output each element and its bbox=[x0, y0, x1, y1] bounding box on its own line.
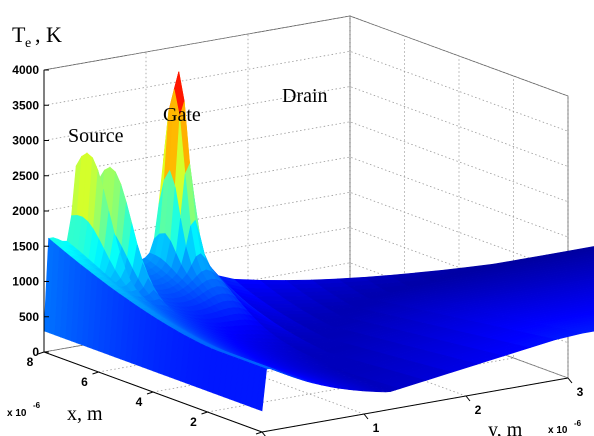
z-axis-label-sub: e bbox=[25, 36, 31, 51]
temperature-surface bbox=[43, 71, 594, 412]
x-axis-label: x 10 -6 x, m bbox=[7, 401, 103, 425]
x-tick-mark bbox=[146, 391, 154, 395]
x-tick-label: 2 bbox=[190, 415, 197, 429]
y-tick-label: 1 bbox=[373, 421, 380, 435]
y-tick-mark bbox=[465, 395, 471, 402]
x-axis-title: x, m bbox=[67, 403, 103, 425]
y-tick-mark bbox=[261, 431, 266, 436]
y-axis-label: y, m x 10 -6 bbox=[488, 419, 582, 436]
z-tick-label: 2000 bbox=[12, 204, 39, 218]
z-tick-label: 3000 bbox=[12, 134, 39, 148]
z-tick-label: 1500 bbox=[12, 239, 39, 253]
y-tick-label: 3 bbox=[577, 385, 584, 399]
y-axis-multiplier: x 10 bbox=[548, 425, 568, 436]
surface-facet bbox=[256, 366, 267, 412]
y-tick-label: 2 bbox=[475, 403, 482, 417]
z-axis-label: T e , K bbox=[12, 22, 62, 51]
x-tick-mark bbox=[37, 351, 45, 355]
x-axis-multiplier: x 10 bbox=[7, 408, 27, 419]
z-tick-label: 2500 bbox=[12, 169, 39, 183]
y-axis-line bbox=[261, 377, 569, 433]
annotation-source: Source bbox=[68, 125, 124, 147]
z-tick-label: 500 bbox=[19, 310, 39, 324]
annotations: Source Gate Drain bbox=[68, 85, 328, 147]
y-axis-title: y, m bbox=[488, 419, 523, 436]
axes: 0500100015002000250030003500400002468012… bbox=[12, 63, 584, 436]
x-axis-exponent: -6 bbox=[33, 401, 41, 410]
x-tick-label: 8 bbox=[27, 355, 34, 369]
x-tick-label: 4 bbox=[136, 395, 143, 409]
z-tick-label: 4000 bbox=[12, 63, 39, 77]
z-tick-label: 3500 bbox=[12, 98, 39, 112]
x-tick-label: 6 bbox=[81, 375, 88, 389]
z-tick-label: 0 bbox=[32, 345, 39, 359]
z-tick-label: 1000 bbox=[12, 275, 39, 289]
x-tick-mark bbox=[255, 431, 263, 435]
y-tick-mark bbox=[567, 377, 573, 384]
x-tick-mark bbox=[201, 411, 208, 415]
z-axis-label-unit: , K bbox=[35, 22, 62, 47]
x-tick-mark bbox=[92, 371, 99, 375]
y-tick-mark bbox=[363, 413, 369, 420]
annotation-gate: Gate bbox=[163, 104, 201, 126]
z-axis-label-main: T bbox=[12, 22, 26, 47]
annotation-drain: Drain bbox=[282, 85, 328, 107]
y-axis-exponent: -6 bbox=[574, 419, 582, 428]
